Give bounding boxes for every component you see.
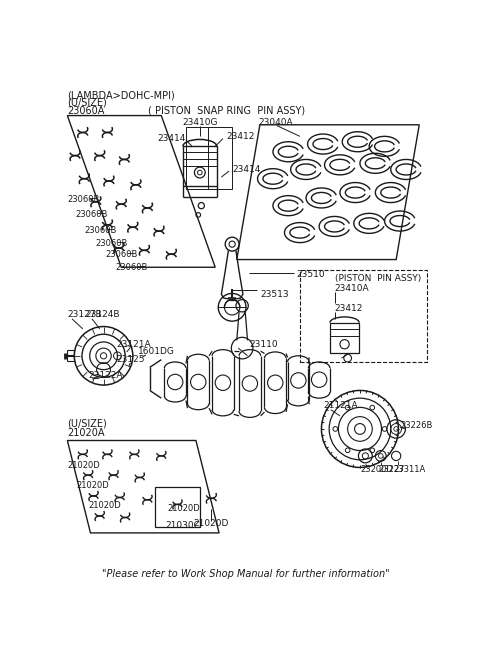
Bar (183, 146, 217, 187)
Text: 23410G: 23410G (182, 118, 217, 127)
Text: 23121A: 23121A (117, 340, 151, 348)
Text: 23311A: 23311A (394, 465, 426, 474)
Text: "Please refer to Work Shop Manual for further information": "Please refer to Work Shop Manual for fu… (102, 569, 390, 579)
Text: 21020D: 21020D (168, 504, 200, 513)
Text: 23227: 23227 (378, 465, 405, 474)
Text: 23122A: 23122A (88, 371, 123, 379)
Text: 23226B: 23226B (400, 421, 432, 430)
Bar (186, 127, 232, 189)
Text: 23510: 23510 (296, 271, 324, 280)
Text: 23125: 23125 (117, 355, 145, 364)
Text: 23060B: 23060B (84, 226, 117, 234)
Text: 23412: 23412 (227, 132, 255, 141)
Text: (U/SIZE): (U/SIZE) (67, 419, 107, 428)
Text: 23414: 23414 (232, 165, 261, 174)
Text: 23414: 23414 (157, 134, 186, 143)
Text: 23060B: 23060B (116, 263, 148, 272)
Text: 1601DG: 1601DG (138, 347, 175, 356)
Text: (PISTON  PIN ASSY): (PISTON PIN ASSY) (335, 274, 421, 284)
Text: 23124B: 23124B (86, 310, 120, 320)
Text: (U/SIZE): (U/SIZE) (67, 98, 107, 108)
Text: 23412: 23412 (335, 303, 363, 312)
Text: 21020D: 21020D (193, 519, 229, 528)
Text: 21020A: 21020A (67, 428, 105, 438)
Bar (330, 323, 359, 354)
Text: 21121A: 21121A (323, 402, 358, 410)
Text: 23060A: 23060A (67, 106, 105, 117)
Text: (LAMBDA>DOHC-MPI): (LAMBDA>DOHC-MPI) (67, 90, 175, 100)
Bar (300, 270, 427, 362)
Text: 23060B: 23060B (67, 195, 100, 204)
Text: 21020D: 21020D (77, 481, 109, 490)
Bar (155, 487, 200, 527)
Text: 23127B: 23127B (67, 310, 102, 320)
Text: 23513: 23513 (260, 290, 288, 299)
Text: 23060B: 23060B (105, 250, 137, 259)
Text: 23110: 23110 (250, 340, 278, 348)
Text: 23040A: 23040A (258, 118, 293, 127)
Text: 23060B: 23060B (95, 239, 128, 248)
Text: 21030C: 21030C (165, 521, 200, 530)
Text: 21020D: 21020D (88, 502, 121, 510)
Text: ( PISTON  SNAP RING  PIN ASSY): ( PISTON SNAP RING PIN ASSY) (148, 106, 305, 116)
Text: 21020D: 21020D (67, 460, 100, 470)
Text: 23060B: 23060B (75, 210, 108, 219)
Text: 23200D: 23200D (360, 465, 393, 474)
Text: 23410A: 23410A (335, 284, 369, 293)
